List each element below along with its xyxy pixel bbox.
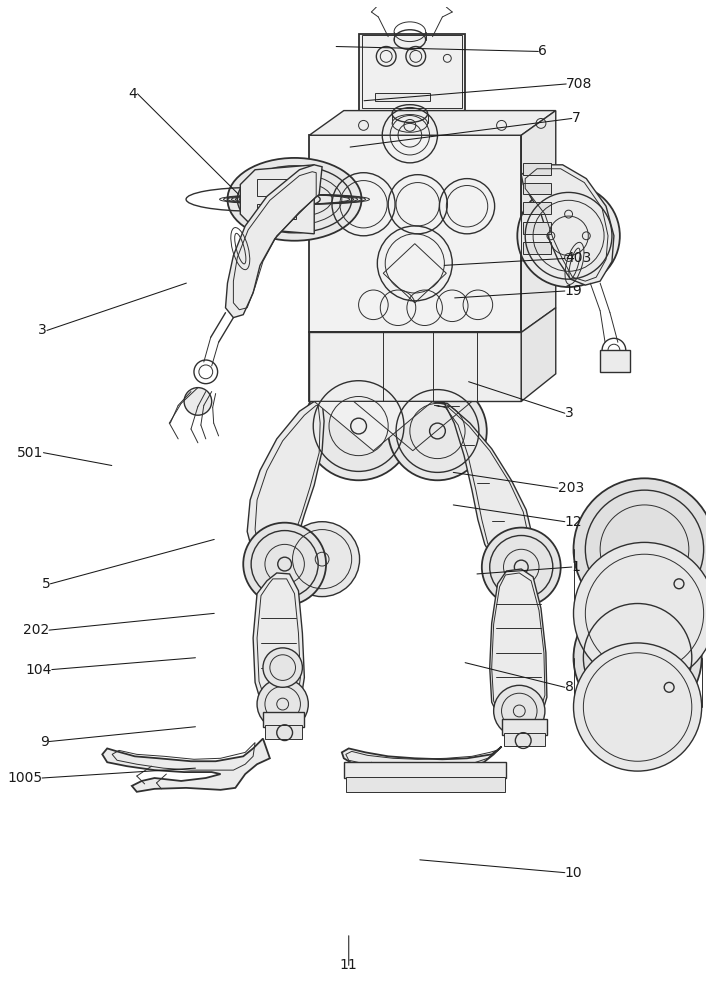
Ellipse shape xyxy=(573,643,701,771)
Text: 10: 10 xyxy=(565,866,583,880)
Bar xyxy=(503,733,545,746)
Bar xyxy=(523,183,551,194)
Text: 8: 8 xyxy=(565,680,573,694)
Ellipse shape xyxy=(573,478,707,620)
Bar xyxy=(523,202,551,214)
Text: 6: 6 xyxy=(538,44,547,58)
Bar xyxy=(265,725,303,739)
Polygon shape xyxy=(226,165,322,318)
Polygon shape xyxy=(521,111,556,332)
Text: 708: 708 xyxy=(566,77,592,91)
Polygon shape xyxy=(247,401,324,561)
Text: 501: 501 xyxy=(17,446,43,460)
Text: 19: 19 xyxy=(565,284,583,298)
Text: 9: 9 xyxy=(40,735,49,749)
Ellipse shape xyxy=(482,528,561,606)
Ellipse shape xyxy=(573,594,701,722)
Polygon shape xyxy=(309,332,521,401)
Circle shape xyxy=(184,388,211,415)
Text: 3: 3 xyxy=(565,406,573,420)
Text: 7: 7 xyxy=(572,111,580,125)
Ellipse shape xyxy=(257,678,308,730)
Bar xyxy=(309,332,521,401)
Ellipse shape xyxy=(228,158,361,241)
Text: 104: 104 xyxy=(25,663,52,677)
Text: 11: 11 xyxy=(340,958,358,972)
Polygon shape xyxy=(341,746,501,772)
Bar xyxy=(257,204,296,219)
Bar xyxy=(523,242,551,254)
Text: 4: 4 xyxy=(129,87,138,101)
Text: 1005: 1005 xyxy=(7,771,42,785)
Bar xyxy=(361,35,462,108)
Polygon shape xyxy=(103,739,270,792)
Bar xyxy=(600,350,630,372)
Bar xyxy=(375,93,430,101)
Bar xyxy=(263,712,305,727)
Text: 1: 1 xyxy=(572,560,580,574)
Text: 403: 403 xyxy=(565,251,591,265)
Ellipse shape xyxy=(305,372,413,480)
Ellipse shape xyxy=(518,185,620,287)
Bar xyxy=(344,762,506,778)
Ellipse shape xyxy=(573,542,707,684)
Bar xyxy=(531,213,608,258)
Bar xyxy=(501,719,547,735)
Polygon shape xyxy=(240,165,314,234)
Polygon shape xyxy=(521,308,556,401)
Polygon shape xyxy=(309,111,556,135)
Text: 5: 5 xyxy=(42,577,50,591)
Ellipse shape xyxy=(243,523,326,605)
Text: 3: 3 xyxy=(38,323,47,337)
Polygon shape xyxy=(433,401,533,571)
Polygon shape xyxy=(253,573,305,712)
Ellipse shape xyxy=(285,522,360,597)
Text: 12: 12 xyxy=(565,515,583,529)
Polygon shape xyxy=(521,165,614,285)
Ellipse shape xyxy=(388,382,486,480)
Polygon shape xyxy=(314,401,433,451)
Bar xyxy=(523,163,551,175)
Text: 202: 202 xyxy=(23,623,49,637)
Bar xyxy=(523,222,551,234)
Ellipse shape xyxy=(263,648,303,687)
Text: 203: 203 xyxy=(558,481,584,495)
Bar xyxy=(358,34,465,111)
Ellipse shape xyxy=(493,685,545,737)
Bar xyxy=(346,777,506,792)
Polygon shape xyxy=(490,569,547,727)
Bar xyxy=(257,179,296,196)
Bar xyxy=(309,135,521,332)
